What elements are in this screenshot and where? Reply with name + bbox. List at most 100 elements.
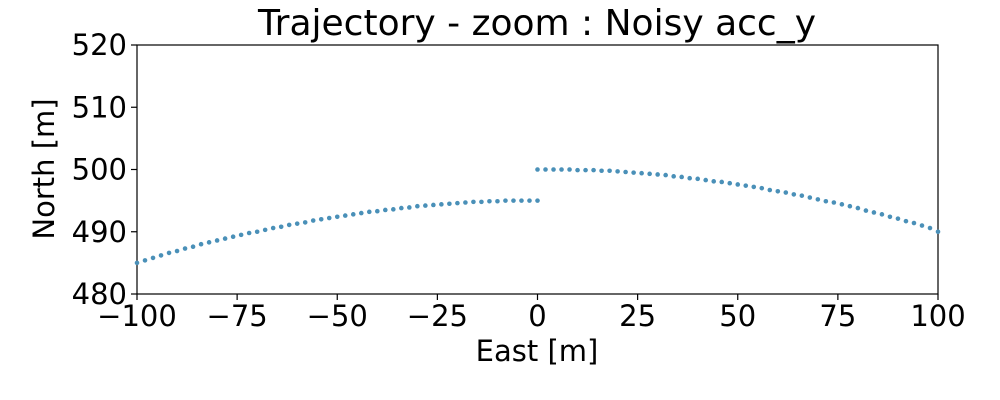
data-point <box>206 240 212 245</box>
data-point <box>919 223 925 228</box>
data-point <box>366 209 372 215</box>
data-point <box>703 177 709 183</box>
data-point <box>455 200 460 206</box>
data-point <box>759 185 765 191</box>
data-point <box>751 184 757 190</box>
y-tick-label: 520 <box>72 28 127 62</box>
data-point <box>607 168 612 174</box>
data-point <box>471 199 476 205</box>
data-point <box>743 183 749 188</box>
data-point <box>911 220 917 226</box>
data-point <box>182 246 188 251</box>
data-point <box>383 207 388 213</box>
data-point <box>463 200 468 205</box>
data-point <box>134 260 140 266</box>
data-point <box>318 217 324 222</box>
data-point <box>631 170 636 175</box>
data-point <box>479 199 484 205</box>
data-point <box>783 190 789 195</box>
data-point <box>375 208 380 214</box>
data-point <box>174 248 180 254</box>
data-point <box>847 203 853 209</box>
data-point <box>198 241 204 247</box>
data-point <box>727 180 733 186</box>
data-point <box>831 200 837 205</box>
data-point <box>246 230 252 236</box>
data-point <box>503 198 508 203</box>
data-point <box>150 255 156 261</box>
x-tick-label: −50 <box>307 299 368 333</box>
data-point <box>342 213 348 218</box>
x-tick-label: −75 <box>207 299 268 333</box>
data-point <box>511 198 516 203</box>
data-point <box>583 167 588 173</box>
data-point <box>895 216 901 221</box>
data-point <box>166 250 172 256</box>
data-point <box>775 188 781 194</box>
x-tick-label: 25 <box>619 299 656 333</box>
data-point <box>623 169 628 175</box>
data-point <box>423 203 428 208</box>
y-axis-label: North [m] <box>27 98 61 239</box>
data-point <box>767 187 773 193</box>
data-point <box>711 179 717 184</box>
chart-title: Trajectory - zoom : Noisy acc_y <box>257 3 816 44</box>
data-point <box>735 182 741 187</box>
data-point <box>527 198 532 203</box>
x-tick-label: 0 <box>528 299 546 333</box>
x-axis-label: East [m] <box>476 334 599 368</box>
data-point <box>358 210 364 216</box>
data-point <box>535 198 540 203</box>
data-point <box>286 222 292 228</box>
x-tick-label: 75 <box>819 299 856 333</box>
y-axis: 480 490 500 510 520 <box>72 28 137 311</box>
data-point <box>855 205 861 211</box>
data-point <box>887 214 893 220</box>
data-point <box>543 167 548 172</box>
data-point <box>839 202 845 207</box>
y-tick-label: 480 <box>72 277 127 311</box>
x-tick-label: −25 <box>407 299 468 333</box>
data-point <box>823 198 829 204</box>
data-point <box>254 229 260 235</box>
data-point <box>815 197 821 202</box>
data-point <box>903 218 909 224</box>
data-point <box>935 229 941 235</box>
data-point <box>407 205 412 210</box>
x-tick-label: −100 <box>97 299 177 333</box>
data-point <box>399 205 404 211</box>
data-point <box>799 193 805 198</box>
data-point <box>719 179 725 185</box>
data-point <box>262 227 268 233</box>
data-point <box>559 167 564 172</box>
data-point <box>158 253 164 258</box>
data-point <box>278 224 284 230</box>
data-point <box>391 207 396 212</box>
data-point <box>214 238 220 243</box>
data-point <box>639 170 644 176</box>
data-point <box>439 202 444 207</box>
y-tick-label: 500 <box>72 153 127 187</box>
data-point <box>679 174 684 180</box>
data-point <box>350 212 356 217</box>
data-point <box>615 169 620 174</box>
data-point <box>270 225 276 231</box>
data-point <box>807 195 813 200</box>
data-point <box>687 175 692 181</box>
data-point <box>294 221 300 226</box>
data-point <box>495 198 500 204</box>
data-point <box>591 167 596 173</box>
x-tick-label: 50 <box>719 299 756 333</box>
data-point <box>567 167 572 172</box>
data-point <box>431 202 436 208</box>
data-point <box>326 215 332 221</box>
data-point <box>519 198 524 203</box>
data-point <box>871 210 877 215</box>
data-point <box>647 171 652 177</box>
data-point <box>879 212 885 217</box>
data-point <box>142 258 148 263</box>
data-point <box>230 234 236 240</box>
data-point <box>535 167 540 172</box>
